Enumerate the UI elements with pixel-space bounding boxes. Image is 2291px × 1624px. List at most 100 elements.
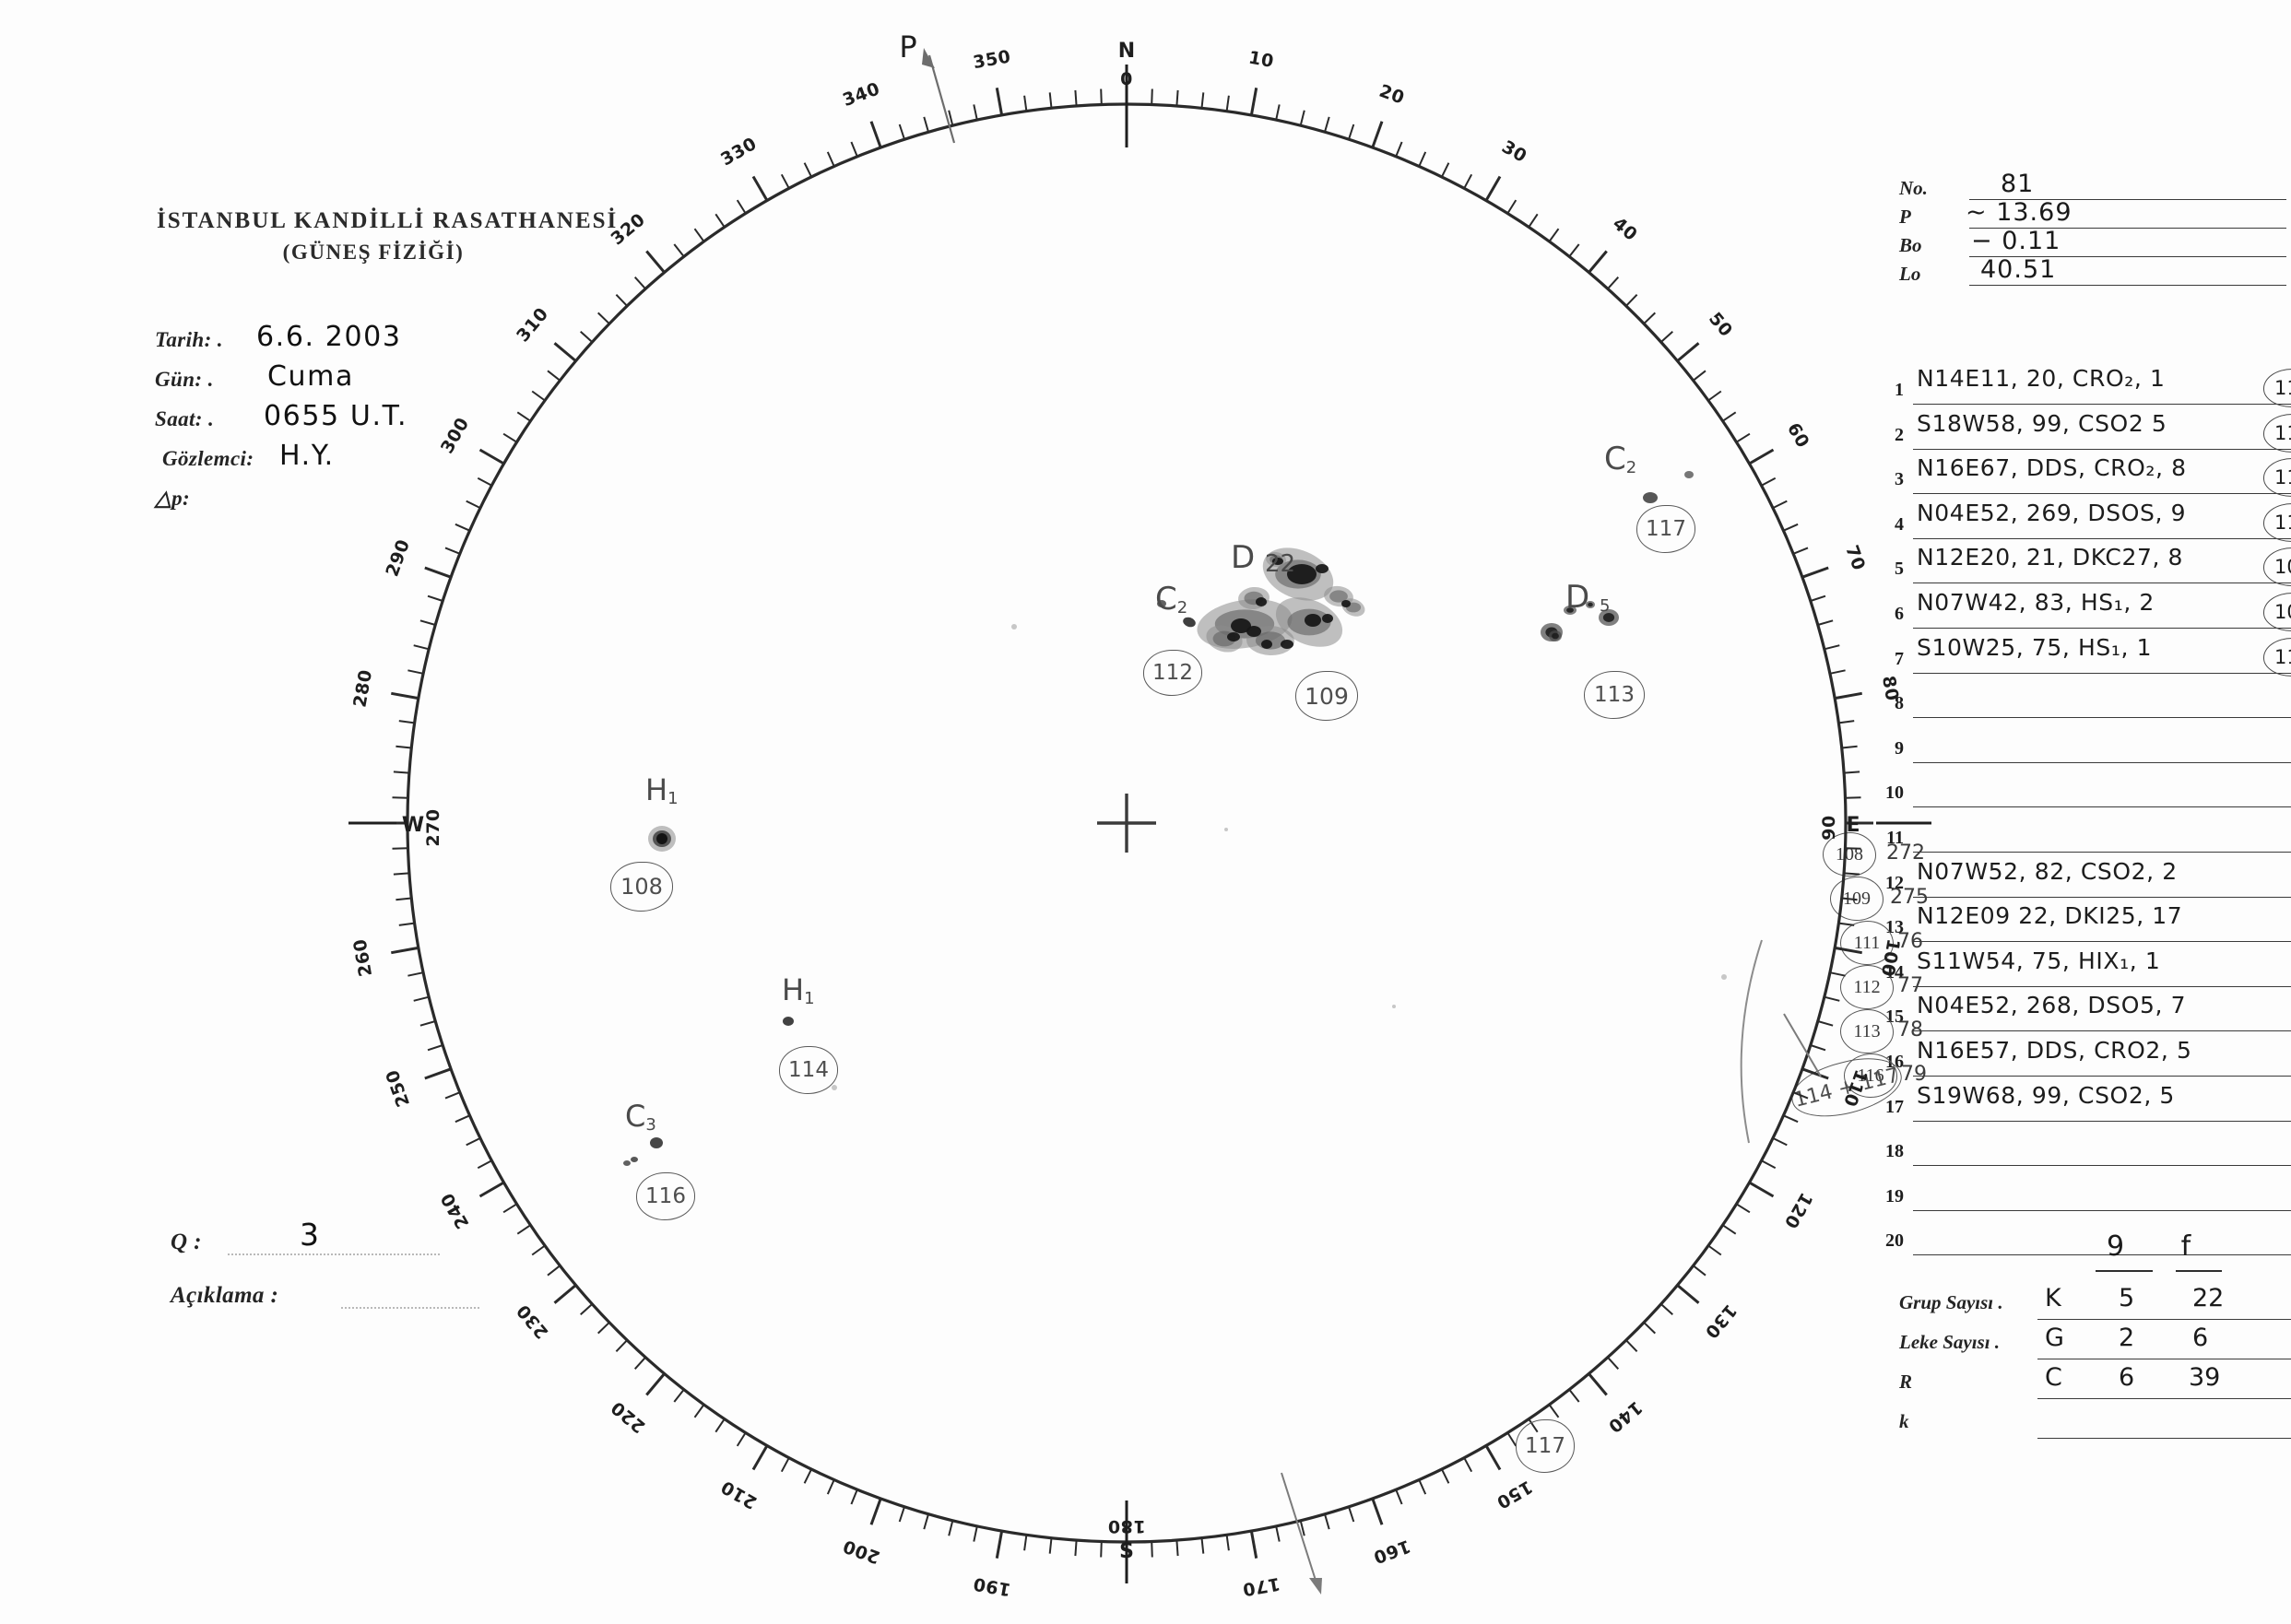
degree-tick — [427, 1044, 443, 1052]
leke-c[interactable]: 6 — [2192, 1324, 2209, 1352]
degree-tick — [1418, 1479, 1427, 1495]
group-number: 20 — [1885, 1230, 1904, 1252]
group-row[interactable]: 13 N12E09 22, DKI25, 17 — [1876, 902, 2291, 949]
group-row[interactable]: 15 N04E52, 268, DSO5, 7 — [1876, 992, 2291, 1039]
degree-tick — [1772, 1137, 1788, 1147]
r-a[interactable]: C — [2045, 1363, 2062, 1392]
group-row[interactable]: 5 N12E20, 21, DKC27, 8 109 — [1876, 544, 2291, 591]
degree-label-70: 70 — [1841, 543, 1869, 573]
degree-tick — [923, 116, 929, 133]
sunspot-blob — [1255, 631, 1286, 650]
degree-tick — [869, 121, 882, 148]
degree-tick — [413, 644, 430, 651]
group-row[interactable]: 10 — [1876, 770, 2291, 815]
group-text[interactable]: N07W42, 83, HS₁, 2 — [1917, 588, 2155, 616]
group-row[interactable]: 14 S11W54, 75, HIX₁, 1 — [1876, 947, 2291, 994]
group-row[interactable]: 19 — [1876, 1173, 2291, 1218]
degree-tick — [1548, 228, 1560, 242]
group-text[interactable]: N14E11, 20, CRO₂, 1 — [1917, 365, 2166, 392]
group-number: 6 — [1895, 603, 1904, 624]
degree-tick — [1348, 1506, 1355, 1523]
r-c[interactable]: 39 — [2189, 1363, 2221, 1392]
group-text[interactable]: S18W58, 99, CSO2 5 — [1917, 409, 2167, 437]
group-row[interactable]: 20 — [1876, 1218, 2291, 1263]
group-row[interactable]: 16 N16E57, DDS, CRO2, 5 — [1876, 1036, 2291, 1084]
degree-tick — [1643, 312, 1656, 324]
group-text[interactable]: N07W52, 82, CSO2, 2 — [1917, 857, 2178, 885]
degree-tick — [1275, 1525, 1281, 1542]
delta-p-label: △p: — [155, 487, 191, 510]
group-text[interactable]: S10W25, 75, HS₁, 1 — [1917, 633, 2153, 661]
sunspot-blob — [631, 1157, 638, 1162]
group-row[interactable]: 8 — [1876, 680, 2291, 725]
group-text[interactable]: S19W68, 99, CSO2, 5 — [1917, 1081, 2175, 1109]
degree-tick — [419, 1020, 436, 1027]
degree-tick — [673, 243, 685, 258]
degree-tick — [419, 619, 436, 626]
group-row[interactable]: 17 S19W68, 99, CSO2, 5 — [1876, 1081, 2291, 1129]
group-text[interactable]: S11W54, 75, HIX₁, 1 — [1917, 947, 2161, 974]
spot-circle-109: 109 — [1295, 671, 1358, 721]
degree-tick — [1299, 110, 1305, 126]
group-row[interactable]: 12 N07W52, 82, CSO2, 2 — [1876, 857, 2291, 905]
lo-value[interactable]: 40.51 — [1980, 255, 2057, 284]
degree-tick — [869, 1498, 882, 1525]
group-row[interactable]: 6 N07W42, 83, HS₁, 2 108 — [1876, 588, 2291, 636]
group-row[interactable]: 3 N16E67, DDS, CRO₂, 8 113 — [1876, 454, 2291, 501]
degree-tick — [1484, 1444, 1502, 1471]
leke-a[interactable]: G — [2045, 1324, 2064, 1352]
degree-tick — [1707, 1244, 1722, 1256]
group-number: 1 — [1895, 380, 1904, 400]
group-number: 7 — [1895, 648, 1904, 669]
group-row[interactable]: 2 S18W58, 99, CSO2 5 116 — [1876, 409, 2291, 457]
grup-b[interactable]: 5 — [2119, 1284, 2135, 1312]
sunspot-blob — [1011, 624, 1017, 630]
gun-value[interactable]: Cuma — [267, 360, 354, 393]
sunspot-blob — [1256, 597, 1267, 606]
bo-value[interactable]: − 0.11 — [1971, 227, 2061, 255]
group-row[interactable]: 1 N14E11, 20, CRO₂, 1 117 — [1876, 365, 2291, 412]
group-text[interactable]: N16E67, DDS, CRO₂, 8 — [1917, 454, 2187, 482]
degree-tick — [1607, 277, 1620, 289]
degree-label-10: 10 — [1247, 48, 1276, 72]
degree-tick — [714, 213, 726, 228]
tarih-value[interactable]: 6.6. 2003 — [256, 321, 402, 353]
degree-tick — [1023, 95, 1028, 112]
group-text[interactable]: N04E52, 269, DSOS, 9 — [1917, 499, 2187, 526]
group-text[interactable]: N12E20, 21, DKC27, 8 — [1917, 544, 2184, 571]
no-value[interactable]: 81 — [2001, 170, 2035, 198]
summary-row-r: R C 6 39 — [1899, 1363, 2291, 1405]
degree-tick — [1299, 1520, 1305, 1536]
group-row[interactable]: 18 — [1876, 1128, 2291, 1173]
p-value[interactable]: ~ 13.69 — [1966, 198, 2073, 227]
param-row-bo: Bo − 0.11 — [1899, 227, 2286, 261]
spot-group-label-H1a: H1 — [645, 772, 679, 808]
grup-c[interactable]: 22 — [2192, 1284, 2225, 1312]
free-mark-rule-2 — [2176, 1270, 2222, 1272]
degree-tick — [580, 330, 593, 343]
degree-tick — [396, 745, 412, 749]
side-note-275: 275 — [1890, 886, 1929, 909]
degree-tick — [1506, 1431, 1517, 1447]
group-text[interactable]: N04E52, 268, DSO5, 7 — [1917, 992, 2187, 1019]
degree-tick — [1676, 1284, 1700, 1304]
degree-tick — [1625, 294, 1638, 307]
q-value[interactable]: 3 — [300, 1217, 321, 1253]
sunspot-blob — [1275, 597, 1343, 647]
group-row[interactable]: 7 S10W25, 75, HS₁, 1 111 — [1876, 633, 2291, 681]
saat-value[interactable]: 0655 U.T. — [264, 400, 408, 432]
group-row[interactable]: 9 — [1876, 725, 2291, 771]
group-row[interactable]: 11 — [1876, 815, 2291, 860]
group-text[interactable]: N12E09 22, DKI25, 17 — [1917, 902, 2183, 930]
grup-a[interactable]: K — [2045, 1284, 2061, 1312]
group-number: 4 — [1895, 513, 1904, 535]
degree-tick — [973, 1525, 978, 1542]
r-b[interactable]: 6 — [2119, 1363, 2135, 1392]
group-text[interactable]: N16E57, DDS, CRO2, 5 — [1917, 1036, 2192, 1064]
degree-tick — [1200, 92, 1205, 109]
leke-b[interactable]: 2 — [2119, 1324, 2135, 1352]
group-row[interactable]: 4 N04E52, 269, DSOS, 9 112 — [1876, 499, 2291, 547]
gozlemci-value[interactable]: H.Y. — [279, 440, 335, 472]
degree-tick — [424, 1067, 452, 1080]
degree-tick — [1175, 89, 1179, 106]
